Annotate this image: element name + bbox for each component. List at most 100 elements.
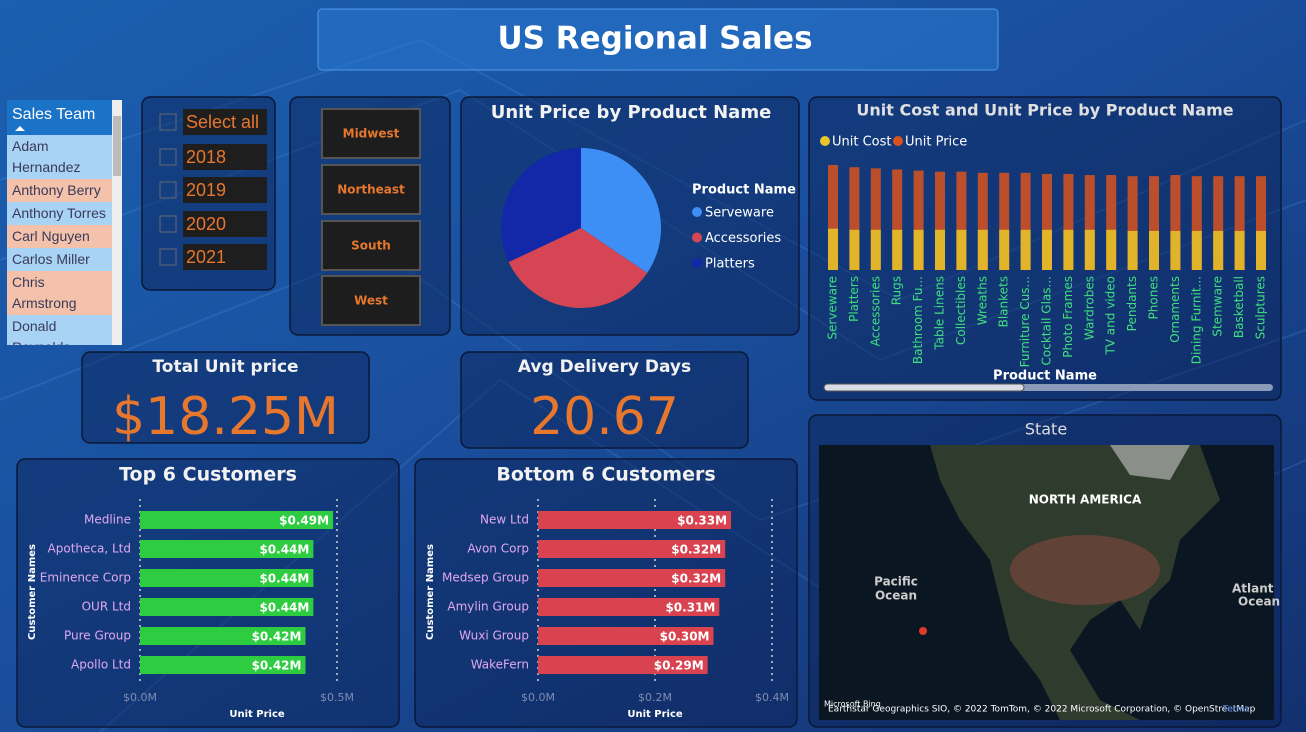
x-tick-label: Table Linens bbox=[933, 276, 947, 351]
x-tick-label: Ornaments bbox=[1168, 276, 1182, 343]
legend-dot bbox=[692, 207, 702, 217]
region-label[interactable]: South bbox=[351, 239, 391, 253]
year-option[interactable]: 2019 bbox=[186, 180, 226, 200]
pie-slice bbox=[508, 228, 648, 308]
card-title: Avg Delivery Days bbox=[518, 357, 691, 377]
x-tick-label: $0.0M bbox=[123, 691, 157, 704]
region-label[interactable]: Northeast bbox=[337, 183, 405, 197]
x-tick-label: Cocktail Glas... bbox=[1040, 276, 1054, 366]
column bbox=[1106, 229, 1117, 270]
column bbox=[1191, 230, 1202, 270]
y-tick-label: Pure Group bbox=[64, 629, 131, 643]
slicer-item[interactable]: Carl Nguyen bbox=[7, 225, 112, 248]
column bbox=[935, 229, 945, 270]
column bbox=[1256, 176, 1266, 270]
x-tick-label: TV and video bbox=[1104, 276, 1118, 356]
map-label: Atlant bbox=[1232, 582, 1274, 596]
slicer-item[interactable]: Donald Reynolds bbox=[7, 315, 112, 345]
checkbox[interactable] bbox=[159, 113, 177, 131]
region-label[interactable]: Midwest bbox=[343, 127, 400, 141]
column bbox=[892, 229, 903, 270]
year-box bbox=[183, 109, 267, 135]
column bbox=[1063, 229, 1074, 270]
column bbox=[828, 228, 838, 270]
scroll-thumb bbox=[113, 116, 121, 176]
y-tick-label: Amylin Group bbox=[447, 600, 529, 614]
chart-title: Bottom 6 Customers bbox=[496, 464, 715, 486]
column bbox=[1127, 176, 1138, 270]
x-tick-label: Wreaths bbox=[975, 276, 989, 325]
pie-slice bbox=[581, 148, 661, 273]
year-option[interactable]: 2021 bbox=[186, 247, 226, 267]
x-tick-label: Dining Furnit... bbox=[1189, 276, 1203, 364]
column bbox=[828, 165, 838, 270]
x-tick-label: $0.5M bbox=[320, 691, 354, 704]
slicer-list: Adam Hernandez Anthony Berry Anthony Torre… bbox=[7, 135, 112, 345]
x-tick-label: Bathroom Fu... bbox=[911, 276, 925, 364]
column bbox=[1106, 175, 1117, 270]
chart-title: Unit Price by Product Name bbox=[491, 102, 772, 123]
column bbox=[1256, 230, 1266, 270]
bar bbox=[538, 627, 714, 645]
column bbox=[977, 229, 988, 270]
region-button[interactable] bbox=[321, 108, 421, 159]
column bbox=[1234, 230, 1245, 270]
year-option[interactable]: 2020 bbox=[186, 214, 226, 234]
column bbox=[913, 170, 924, 270]
y-tick-label: New Ltd bbox=[480, 513, 529, 527]
value-label: $0.30M bbox=[660, 630, 710, 644]
bar bbox=[538, 569, 726, 587]
scroll-thumb[interactable] bbox=[823, 383, 1025, 392]
column bbox=[892, 169, 903, 270]
region-label[interactable]: West bbox=[354, 294, 388, 308]
region-button[interactable] bbox=[321, 220, 421, 271]
slicer-item[interactable]: Chris Armstrong bbox=[7, 271, 112, 315]
column bbox=[977, 172, 988, 270]
checkbox[interactable] bbox=[159, 181, 177, 199]
year-option[interactable]: 2018 bbox=[186, 147, 226, 167]
x-tick-label: Collectibles bbox=[954, 276, 968, 345]
column bbox=[1213, 176, 1224, 270]
map-label: Pacific bbox=[874, 575, 918, 589]
checkbox[interactable] bbox=[159, 215, 177, 233]
y-tick-label: WakeFern bbox=[471, 658, 529, 672]
chart-title: Unit Cost and Unit Price by Product Name bbox=[856, 101, 1233, 120]
column bbox=[1234, 176, 1245, 270]
pie-slice bbox=[501, 148, 581, 263]
column bbox=[1042, 229, 1052, 270]
x-tick-label: Photo Frames bbox=[1061, 276, 1075, 358]
legend-label: Serveware bbox=[705, 206, 774, 221]
year-option[interactable]: Select all bbox=[186, 112, 259, 132]
column bbox=[1042, 173, 1052, 270]
slicer-item[interactable]: Carlos Miller bbox=[7, 248, 112, 271]
column bbox=[1020, 229, 1031, 270]
x-tick-label: Rugs bbox=[890, 276, 904, 305]
y-tick-label: Wuxi Group bbox=[459, 629, 529, 643]
column bbox=[1149, 176, 1159, 270]
column bbox=[870, 229, 881, 270]
region-button[interactable] bbox=[321, 164, 421, 215]
year-box bbox=[183, 244, 267, 270]
card-value: $18.25M bbox=[112, 387, 339, 447]
title-box bbox=[317, 8, 999, 71]
legend-dot bbox=[692, 258, 702, 268]
checkbox[interactable] bbox=[159, 248, 177, 266]
column bbox=[913, 229, 924, 270]
slicer-item[interactable]: Adam Hernandez bbox=[7, 135, 112, 179]
legend-label: Unit Cost bbox=[832, 135, 892, 150]
checkbox[interactable] bbox=[159, 148, 177, 166]
value-label: $0.31M bbox=[665, 601, 715, 615]
x-tick-label: Serveware bbox=[826, 276, 840, 340]
column bbox=[1063, 173, 1074, 270]
panel bbox=[81, 351, 370, 444]
column bbox=[1213, 230, 1224, 270]
y-tick-label: Apotheca, Ltd bbox=[48, 542, 131, 556]
region-button[interactable] bbox=[321, 275, 421, 326]
map-label: Ocean bbox=[1238, 595, 1280, 609]
slicer-item[interactable]: Anthony Torres bbox=[7, 202, 112, 225]
column bbox=[870, 168, 881, 270]
map-terms[interactable]: Terms bbox=[1222, 705, 1250, 715]
panel bbox=[414, 458, 798, 728]
data-region bbox=[1010, 535, 1160, 605]
slicer-item[interactable]: Anthony Berry bbox=[7, 179, 112, 202]
